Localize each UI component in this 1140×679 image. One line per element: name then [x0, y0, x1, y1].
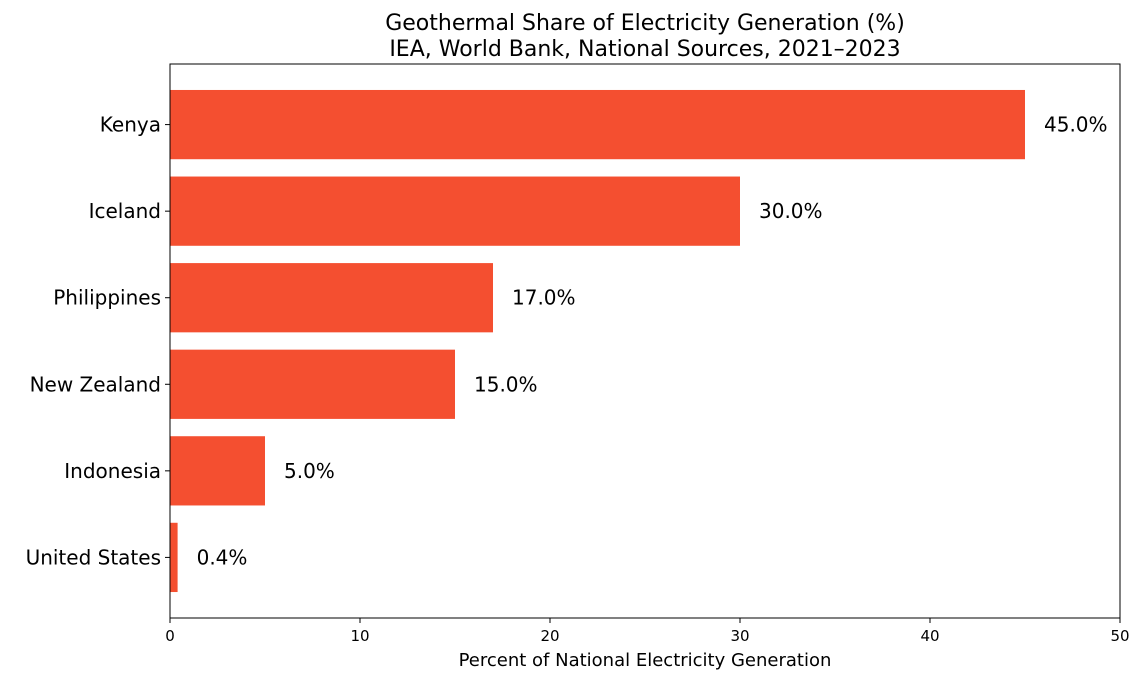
x-tick-label: 20: [540, 627, 559, 645]
value-label: 5.0%: [284, 459, 335, 483]
bar-united-states: [170, 522, 178, 593]
bar-iceland: [170, 176, 740, 246]
value-label: 17.0%: [512, 286, 576, 310]
x-tick-label: 40: [920, 627, 939, 645]
x-tick-label: 50: [1110, 627, 1129, 645]
category-label: New Zealand: [30, 372, 161, 396]
bar-new-zealand: [170, 349, 455, 419]
category-label: United States: [26, 545, 161, 569]
value-labels: 45.0% 30.0% 17.0% 15.0% 5.0% 0.4%: [197, 113, 1108, 570]
category-label: Iceland: [89, 199, 161, 223]
x-axis-title: Percent of National Electricity Generati…: [459, 650, 832, 671]
value-label: 45.0%: [1044, 113, 1108, 137]
value-label: 0.4%: [197, 545, 248, 569]
chart-subtitle: IEA, World Bank, National Sources, 2021–…: [389, 37, 900, 62]
category-labels: Kenya Iceland Philippines New Zealand Indone…: [26, 113, 170, 569]
value-label: 15.0%: [474, 372, 538, 396]
x-axis-ticks: 0 10 20 30 40 50: [165, 618, 1130, 645]
bar-kenya: [170, 89, 1025, 160]
x-tick-label: 10: [350, 627, 369, 645]
category-label: Philippines: [53, 286, 161, 310]
x-tick-label: 0: [165, 627, 175, 645]
bar-philippines: [170, 263, 493, 333]
category-label: Kenya: [100, 113, 161, 137]
plot-frame: [169, 63, 1121, 619]
category-label: Indonesia: [64, 459, 161, 483]
bar-indonesia: [170, 436, 265, 506]
chart-title: Geothermal Share of Electricity Generati…: [385, 11, 905, 36]
x-tick-label: 30: [730, 627, 749, 645]
bars-group: [170, 89, 1025, 593]
value-label: 30.0%: [759, 199, 823, 223]
